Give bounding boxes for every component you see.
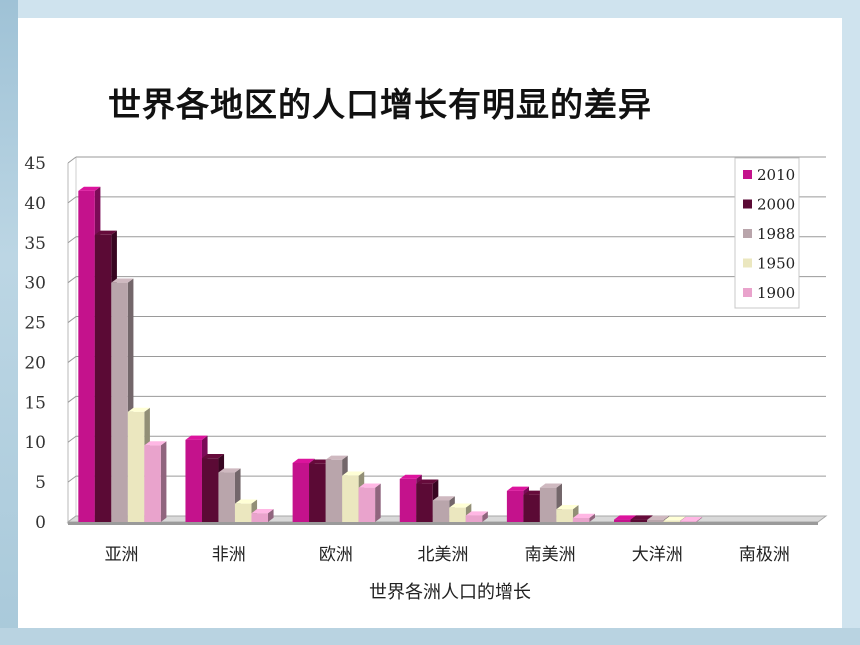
- y-tick-label: 5: [35, 473, 46, 493]
- gridline: [67, 276, 826, 284]
- y-tick-label: 20: [24, 353, 46, 373]
- slide-background-left: [0, 0, 18, 645]
- legend-label: 1900: [757, 284, 795, 302]
- slide-canvas: [18, 18, 842, 628]
- x-tick-label: 亚洲: [105, 545, 139, 565]
- y-tick-label: 10: [24, 433, 46, 453]
- slide-title: 世界各地区的人口增长有明显的差异: [108, 85, 652, 124]
- gridline: [67, 196, 826, 204]
- legend-item: 1950: [743, 255, 795, 273]
- gridline: [67, 355, 826, 363]
- bar: [432, 496, 455, 522]
- chart-gridlines: [67, 156, 826, 524]
- gridline: [67, 395, 826, 403]
- y-tick-label: 0: [35, 513, 46, 533]
- bar: [572, 513, 595, 522]
- y-tick-label: 45: [24, 154, 46, 174]
- gridline: [67, 475, 826, 483]
- x-axis-label: 世界各洲人口的增长: [369, 582, 531, 603]
- legend-item: 1988: [743, 225, 795, 243]
- bar: [680, 517, 703, 522]
- gridline: [67, 435, 826, 443]
- y-tick-label: 30: [24, 274, 46, 294]
- y-tick-label: 15: [24, 393, 46, 413]
- x-tick-label: 南极洲: [739, 545, 790, 565]
- floor-edge: [68, 522, 818, 525]
- x-tick-label: 非洲: [212, 545, 246, 565]
- legend-swatch: [743, 288, 752, 297]
- gridline: [67, 236, 826, 244]
- chart-bars: [78, 186, 703, 523]
- gridline: [67, 156, 826, 164]
- legend-swatch: [743, 199, 752, 209]
- y-tick-label: 25: [24, 314, 46, 334]
- legend-item: 1900: [743, 284, 795, 302]
- legend-label: 1950: [757, 255, 795, 273]
- legend-swatch: [743, 229, 752, 238]
- slide-background-bottom: [0, 628, 860, 645]
- legend-label: 1988: [757, 225, 795, 243]
- x-tick-label: 北美洲: [418, 545, 469, 565]
- legend-swatch: [743, 170, 752, 179]
- chart-legend: 2010 2000 1988 1950 1900: [734, 157, 800, 309]
- legend-label: 2010: [757, 166, 795, 184]
- x-tick-label: 南美洲: [525, 545, 576, 565]
- bar: [144, 441, 167, 522]
- legend-item: 2010: [743, 166, 795, 184]
- bar: [358, 483, 381, 522]
- y-tick-label: 35: [24, 234, 46, 254]
- y-tick-label: 40: [24, 194, 46, 214]
- x-tick-label: 欧洲: [319, 545, 353, 565]
- y-axis-ticks: 0 5 10 15 20 25 30 35 40 45: [24, 154, 46, 533]
- legend-label: 2000: [757, 196, 795, 214]
- legend-item: 2000: [743, 196, 795, 214]
- bar: [251, 509, 274, 522]
- x-axis-categories: 亚洲 非洲 欧洲 北美洲 南美洲 大洋洲 南极洲: [105, 545, 790, 565]
- x-tick-label: 大洋洲: [632, 545, 683, 565]
- bar: [465, 511, 488, 522]
- gridline: [67, 316, 826, 323]
- legend-swatch: [743, 258, 752, 268]
